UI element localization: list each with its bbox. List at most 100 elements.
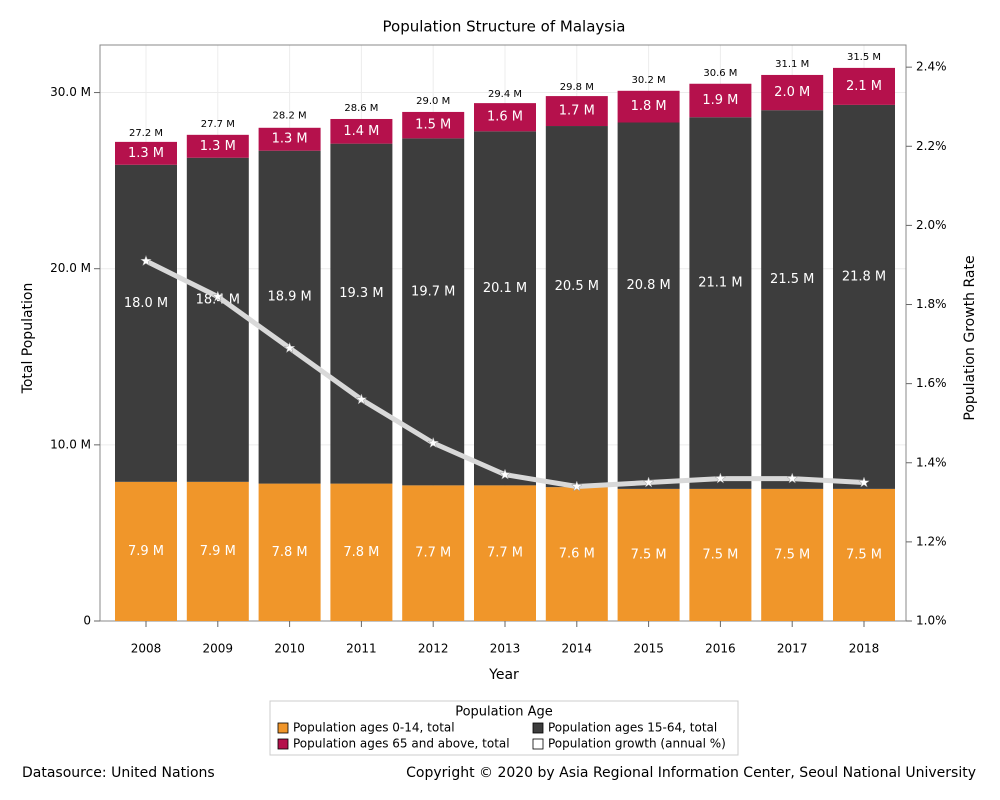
value-label: 19.3 M	[339, 286, 383, 301]
y-tick-label: 10.0 M	[50, 437, 91, 451]
value-label: 2.1 M	[846, 79, 882, 94]
bar-segment	[474, 485, 536, 621]
total-label: 29.0 M	[416, 96, 450, 107]
copyright: Copyright © 2020 by Asia Regional Inform…	[406, 765, 976, 781]
value-label: 7.5 M	[774, 547, 810, 562]
growth-marker	[283, 341, 296, 354]
bar-segment	[617, 122, 680, 489]
bar-segment	[474, 131, 536, 486]
value-label: 1.7 M	[559, 104, 595, 119]
value-label: 1.3 M	[272, 132, 308, 147]
y2-tick-label: 1.6%	[916, 376, 947, 390]
total-label: 29.4 M	[488, 89, 522, 100]
y-tick-label: 0	[83, 614, 91, 628]
total-label: 31.5 M	[847, 52, 881, 63]
bar-segment	[833, 488, 895, 621]
value-label: 20.1 M	[483, 281, 527, 296]
value-label: 1.3 M	[200, 139, 236, 154]
value-label: 7.8 M	[272, 545, 308, 560]
bar-segment	[402, 485, 465, 621]
bar-segment	[761, 110, 824, 489]
growth-marker	[427, 436, 440, 449]
x-tick-label: 2010	[274, 642, 305, 656]
total-label: 29.8 M	[560, 82, 594, 93]
bar-segment	[617, 90, 680, 123]
total-label: 27.7 M	[201, 119, 235, 130]
bar-segment	[761, 488, 824, 621]
x-tick-label: 2015	[633, 642, 664, 656]
bar-segment	[402, 111, 465, 139]
bar-segment	[833, 104, 895, 489]
value-label: 1.5 M	[415, 118, 451, 133]
value-label: 2.0 M	[774, 85, 810, 100]
x-tick-label: 2014	[562, 642, 593, 656]
bar-segment	[258, 483, 321, 621]
value-label: 7.6 M	[559, 547, 595, 562]
y2-tick-label: 1.0%	[916, 614, 947, 628]
bar-segment	[545, 126, 608, 488]
value-label: 1.3 M	[128, 146, 164, 161]
y2-tick-label: 2.4%	[916, 60, 947, 74]
total-label: 31.1 M	[775, 59, 809, 70]
value-label: 7.8 M	[343, 545, 379, 560]
value-label: 1.8 M	[631, 99, 667, 114]
growth-marker	[786, 472, 799, 484]
y2-tick-label: 2.2%	[916, 139, 947, 153]
value-label: 7.9 M	[128, 544, 164, 559]
y2-tick-label: 2.0%	[916, 218, 947, 232]
bar-segment	[689, 488, 752, 621]
y2-tick-label: 1.4%	[916, 455, 947, 469]
total-label: 28.6 M	[344, 103, 378, 114]
legend-swatch	[277, 722, 289, 734]
growth-marker	[355, 393, 368, 405]
growth-marker	[858, 476, 870, 488]
value-label: 7.7 M	[487, 546, 523, 561]
legend-label: Population ages 65 and above, total	[293, 737, 510, 751]
y2-tick-label: 1.8%	[916, 297, 947, 311]
x-tick-label: 2017	[777, 642, 808, 656]
growth-marker	[211, 290, 224, 302]
value-label: 7.5 M	[631, 547, 667, 562]
bar-segment	[186, 134, 249, 158]
legend-label: Population growth (annual %)	[548, 737, 726, 751]
legend-swatch	[532, 738, 544, 750]
y-axis-label: Total Population	[20, 283, 36, 395]
bar-segment	[833, 67, 895, 105]
value-label: 7.7 M	[415, 546, 451, 561]
value-label: 21.1 M	[698, 276, 742, 291]
y-tick-label: 30.0 M	[50, 85, 91, 99]
legend-label: Population ages 15-64, total	[548, 721, 717, 735]
bar-segment	[258, 127, 321, 151]
total-label: 27.2 M	[129, 128, 163, 139]
bar-segment	[761, 74, 824, 111]
value-label: 21.8 M	[842, 269, 886, 284]
value-label: 18.0 M	[124, 296, 168, 311]
x-tick-label: 2009	[203, 642, 234, 656]
bar-segment	[330, 143, 393, 484]
value-label: 1.4 M	[343, 124, 379, 139]
bar-segment	[330, 483, 393, 621]
y-tick-label: 20.0 M	[50, 261, 91, 275]
growth-marker	[642, 476, 655, 488]
value-label: 18.9 M	[267, 290, 311, 305]
bar-segment	[545, 487, 608, 621]
value-label: 7.9 M	[200, 544, 236, 559]
growth-marker	[140, 254, 152, 267]
bar-segment	[402, 138, 465, 486]
total-label: 30.6 M	[703, 68, 737, 79]
bar-segment	[617, 488, 680, 621]
x-tick-label: 2016	[705, 642, 736, 656]
bar-segment	[258, 150, 321, 484]
bar-segment	[115, 141, 177, 165]
y2-axis-label: Population Growth Rate	[962, 255, 978, 420]
total-label: 28.2 M	[273, 110, 307, 121]
x-tick-label: 2012	[418, 642, 449, 656]
value-label: 7.5 M	[702, 547, 738, 562]
bar-segment	[545, 96, 608, 127]
value-label: 21.5 M	[770, 272, 814, 287]
x-tick-label: 2018	[849, 642, 880, 656]
growth-marker	[570, 480, 583, 492]
legend-box	[269, 700, 739, 756]
chart-title: Population Structure of Malaysia	[383, 18, 626, 36]
x-axis-label: Year	[488, 667, 519, 683]
